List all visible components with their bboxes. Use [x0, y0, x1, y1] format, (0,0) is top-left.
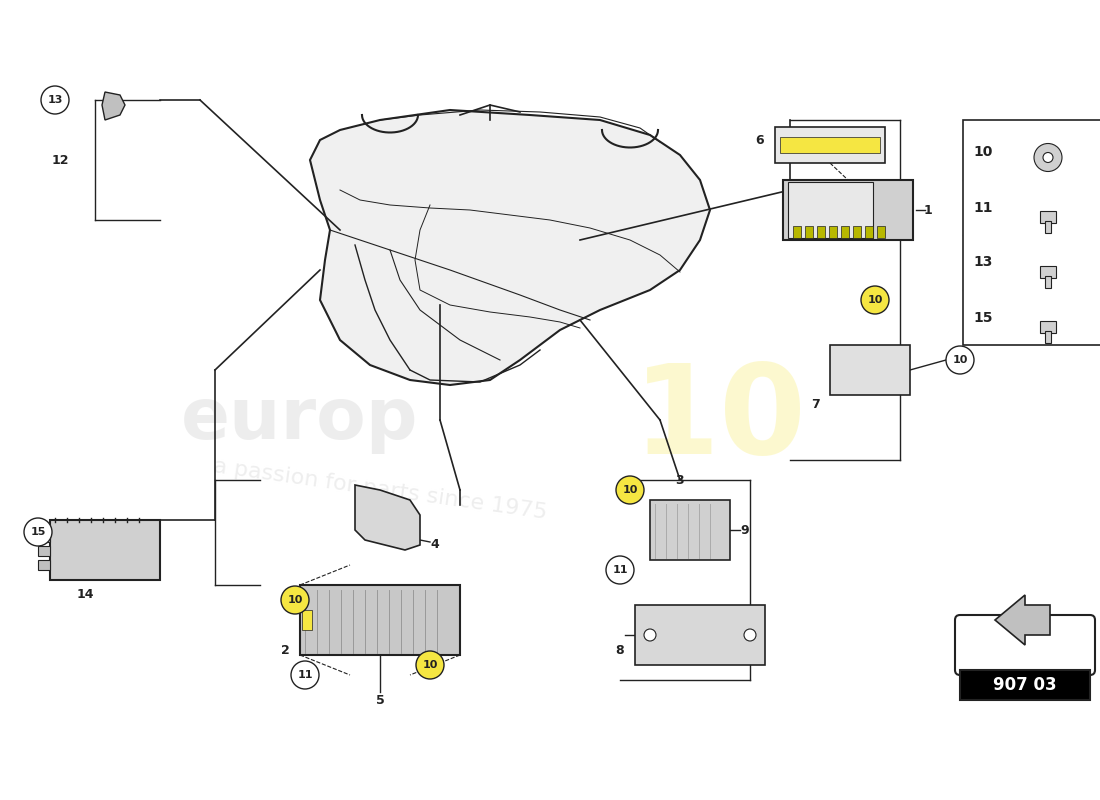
Bar	[650, 500, 730, 560]
Text: 3: 3	[675, 474, 684, 486]
Bar	[877, 226, 886, 238]
Bar	[829, 226, 837, 238]
Text: 15: 15	[31, 527, 46, 537]
Text: europ: europ	[182, 386, 419, 454]
Circle shape	[1043, 153, 1053, 162]
Bar	[300, 585, 460, 655]
Bar	[1040, 321, 1056, 333]
Polygon shape	[355, 485, 420, 550]
Text: 2: 2	[280, 643, 289, 657]
Text: 10: 10	[287, 595, 303, 605]
Bar	[50, 520, 160, 580]
Circle shape	[280, 586, 309, 614]
Polygon shape	[102, 92, 125, 120]
Text: 6: 6	[756, 134, 764, 146]
Bar	[1040, 266, 1056, 278]
FancyBboxPatch shape	[955, 615, 1094, 675]
Circle shape	[861, 286, 889, 314]
Text: 10: 10	[422, 660, 438, 670]
Bar	[830, 345, 910, 395]
Text: 15: 15	[974, 310, 992, 325]
Bar	[1045, 221, 1050, 233]
Bar	[805, 226, 813, 238]
Bar	[788, 182, 873, 238]
Circle shape	[292, 661, 319, 689]
Bar	[960, 670, 1090, 700]
Text: 4: 4	[430, 538, 439, 551]
Bar	[1040, 210, 1056, 222]
Text: 10: 10	[867, 295, 882, 305]
Circle shape	[41, 86, 69, 114]
Text: 10: 10	[974, 146, 992, 159]
Text: 1: 1	[924, 203, 933, 217]
Bar	[776, 127, 886, 163]
Text: 10: 10	[953, 355, 968, 365]
Circle shape	[946, 346, 974, 374]
Text: 907 03: 907 03	[993, 676, 1057, 694]
Text: 13: 13	[974, 255, 992, 270]
Text: 9: 9	[740, 523, 749, 537]
Bar	[1045, 330, 1050, 342]
Bar	[865, 226, 873, 238]
Text: 11: 11	[613, 565, 628, 575]
Bar	[852, 226, 861, 238]
Text: 11: 11	[297, 670, 312, 680]
Bar	[783, 180, 913, 240]
Text: 8: 8	[616, 643, 625, 657]
Bar	[39, 532, 50, 542]
Polygon shape	[996, 595, 1050, 645]
Polygon shape	[310, 110, 710, 385]
Text: 10: 10	[623, 485, 638, 495]
Text: a passion for parts since 1975: a passion for parts since 1975	[212, 457, 548, 523]
Circle shape	[606, 556, 634, 584]
Bar	[302, 610, 312, 630]
Bar	[1045, 275, 1050, 287]
Text: 13: 13	[47, 95, 63, 105]
Circle shape	[644, 629, 656, 641]
Bar	[817, 226, 825, 238]
Circle shape	[744, 629, 756, 641]
Bar	[962, 120, 1100, 345]
Circle shape	[1034, 143, 1062, 171]
Bar	[842, 226, 849, 238]
Bar	[793, 226, 801, 238]
Bar	[635, 605, 764, 665]
Circle shape	[24, 518, 52, 546]
Bar	[39, 560, 50, 570]
Circle shape	[416, 651, 444, 679]
Text: 7: 7	[811, 398, 819, 411]
Circle shape	[616, 476, 644, 504]
Text: 14: 14	[76, 589, 94, 602]
Text: 10: 10	[632, 359, 807, 481]
Text: 12: 12	[52, 154, 68, 166]
Bar	[780, 137, 880, 153]
Text: 11: 11	[974, 201, 992, 214]
Text: 5: 5	[375, 694, 384, 706]
Bar	[39, 546, 50, 556]
